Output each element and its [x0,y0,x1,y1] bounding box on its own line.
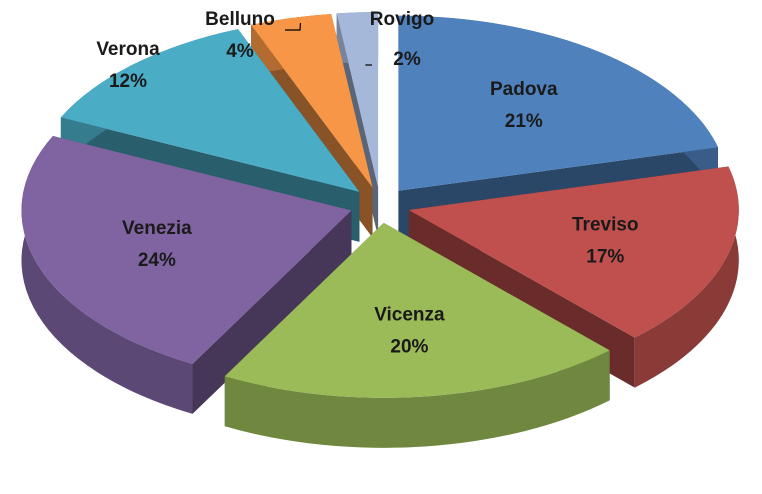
leader-line [285,23,302,31]
slice-label: Venezia [122,218,192,239]
slice-label: Belluno [205,9,275,30]
slice [21,136,352,364]
slice-side [192,210,352,414]
slice-wall [224,350,610,448]
slice-value-label: 24% [138,250,176,271]
slice [60,29,360,192]
slice-label: Verona [96,39,160,60]
slice-value-label: 20% [390,337,428,358]
slice [251,13,373,188]
slice-value-label: 17% [586,246,624,267]
slice [224,222,610,398]
slice-value-label: 2% [393,49,421,70]
slice-wall [634,166,739,388]
slice-value-label: 21% [505,111,543,132]
slice [408,166,739,338]
slice-value-label: 12% [109,71,147,92]
slice-label: Padova [490,79,558,100]
slice [398,15,719,191]
slice-label: Vicenza [374,305,445,326]
slice-value-label: 4% [226,41,254,62]
slice-label: Rovigo [370,9,434,30]
slice-label: Treviso [572,214,639,235]
slice [336,12,379,188]
slice-wall [21,136,193,414]
